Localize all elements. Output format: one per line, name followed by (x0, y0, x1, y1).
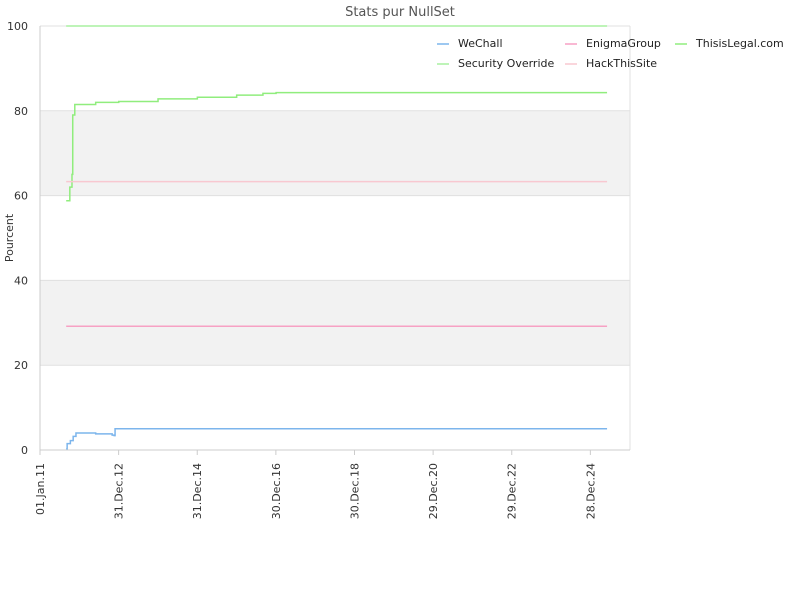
x-tick-label: 30.Dec.18 (348, 463, 361, 519)
y-tick-label: 20 (14, 359, 28, 372)
legend-label-hackthissite[interactable]: HackThisSite (586, 57, 657, 70)
x-tick-label: 01.Jan.11 (34, 463, 47, 515)
y-tick-label: 100 (7, 20, 28, 33)
chart-axes: 0 20 40 60 80 100 01.Jan.11 31.Dec.12 31.Dec.14 3… (7, 20, 631, 519)
x-tick-label: 31.Dec.14 (191, 463, 204, 519)
x-tick-label: 31.Dec.12 (113, 463, 126, 519)
y-axis-label: Pourcent (3, 213, 16, 262)
y-tick-label: 0 (21, 444, 28, 457)
plot-band-0 (40, 280, 630, 366)
legend-label-enigmagroup[interactable]: EnigmaGroup (586, 37, 661, 50)
x-tick-label: 28.Dec.24 (584, 463, 597, 519)
chart-grid (40, 25, 630, 451)
y-tick-label: 40 (14, 274, 28, 287)
x-tick-label: 29.Dec.22 (506, 463, 519, 519)
chart-legend: WeChall EnigmaGroup ThisisLegal.com Securit… (437, 37, 784, 70)
y-tick-label: 80 (14, 105, 28, 118)
y-tick-label: 60 (14, 190, 28, 203)
series-line-wechall (66, 428, 608, 450)
legend-label-wechall[interactable]: WeChall (458, 37, 503, 50)
series-line-thisislegal-com (66, 91, 608, 202)
x-tick-label: 29.Dec.20 (427, 463, 440, 519)
chart-series (66, 25, 608, 450)
plot-band-1 (40, 110, 630, 196)
x-tick-label: 30.Dec.16 (270, 463, 283, 519)
legend-label-security-override[interactable]: Security Override (458, 57, 554, 70)
chart-title: Stats pur NullSet (345, 5, 455, 20)
legend-label-thisislegal-com[interactable]: ThisisLegal.com (695, 37, 784, 50)
chart-bands (40, 110, 630, 366)
